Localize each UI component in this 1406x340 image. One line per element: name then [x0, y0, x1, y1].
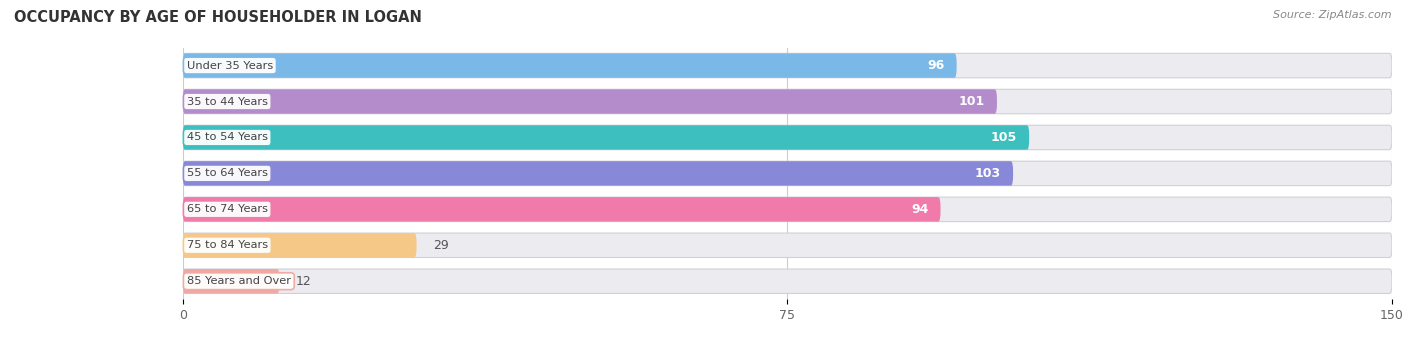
FancyBboxPatch shape [183, 197, 1392, 222]
FancyBboxPatch shape [183, 197, 941, 222]
FancyBboxPatch shape [183, 161, 1014, 186]
Text: 85 Years and Over: 85 Years and Over [187, 276, 291, 286]
Text: Source: ZipAtlas.com: Source: ZipAtlas.com [1274, 10, 1392, 20]
Text: 65 to 74 Years: 65 to 74 Years [187, 204, 267, 214]
FancyBboxPatch shape [183, 89, 1392, 114]
Text: 101: 101 [959, 95, 984, 108]
FancyBboxPatch shape [183, 269, 280, 293]
Text: 12: 12 [295, 275, 311, 288]
Text: 94: 94 [911, 203, 928, 216]
Text: 55 to 64 Years: 55 to 64 Years [187, 168, 267, 179]
FancyBboxPatch shape [183, 269, 1392, 293]
Text: 105: 105 [991, 131, 1017, 144]
Text: OCCUPANCY BY AGE OF HOUSEHOLDER IN LOGAN: OCCUPANCY BY AGE OF HOUSEHOLDER IN LOGAN [14, 10, 422, 25]
FancyBboxPatch shape [183, 89, 997, 114]
FancyBboxPatch shape [183, 53, 956, 78]
Text: 35 to 44 Years: 35 to 44 Years [187, 97, 267, 106]
Text: 96: 96 [928, 59, 945, 72]
FancyBboxPatch shape [183, 233, 1392, 257]
FancyBboxPatch shape [183, 233, 416, 257]
FancyBboxPatch shape [183, 125, 1029, 150]
FancyBboxPatch shape [183, 125, 1392, 150]
FancyBboxPatch shape [183, 53, 1392, 78]
Text: 45 to 54 Years: 45 to 54 Years [187, 133, 267, 142]
Text: 29: 29 [433, 239, 449, 252]
Text: 75 to 84 Years: 75 to 84 Years [187, 240, 269, 250]
FancyBboxPatch shape [183, 161, 1392, 186]
Text: Under 35 Years: Under 35 Years [187, 61, 273, 71]
Text: 103: 103 [974, 167, 1001, 180]
